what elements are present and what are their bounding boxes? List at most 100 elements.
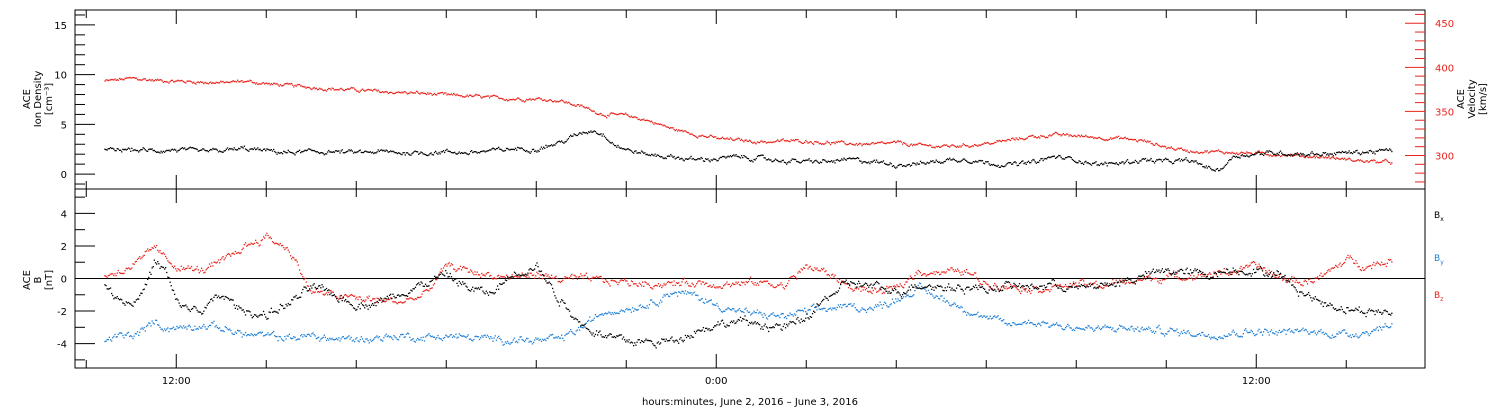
data-point [959,145,960,146]
data-point [181,148,182,149]
data-point [1020,162,1021,163]
data-point [328,289,329,290]
data-point [281,338,282,339]
data-point [618,282,619,283]
data-point [357,306,358,307]
y-tick-label: -2 [57,307,67,318]
data-point [310,285,311,286]
data-point [1313,153,1314,154]
data-point [213,297,214,298]
data-point [1027,291,1028,292]
data-point [428,154,429,155]
data-point [605,116,606,117]
data-point [226,297,227,298]
data-point [283,247,284,248]
data-point [1112,327,1113,328]
data-point [275,311,276,312]
data-point [845,304,846,305]
data-point [378,149,379,150]
data-point [641,307,642,308]
data-point [342,149,343,150]
data-point [957,269,958,270]
data-point [244,311,245,312]
data-point [145,149,146,150]
data-point [762,155,763,156]
data-point [582,278,583,279]
data-point [155,247,156,248]
data-point [307,290,308,291]
data-point [242,249,243,250]
data-point [746,157,747,158]
data-point [107,277,108,278]
data-point [883,160,884,161]
data-point [287,305,288,306]
data-point [417,91,418,92]
data-point [1269,270,1270,271]
data-point [163,252,164,253]
data-point [585,132,586,133]
data-point [262,82,263,83]
data-point [244,81,245,82]
data-point [915,164,916,165]
data-point [490,149,491,150]
data-point [405,154,406,155]
data-point [702,158,703,159]
data-point [1181,331,1182,332]
data-point [372,90,373,91]
data-point [1265,270,1266,271]
data-point [159,152,160,153]
data-point [1256,153,1257,154]
data-point [114,78,115,79]
data-point [984,163,985,164]
data-point [392,339,393,340]
data-point [1257,266,1258,267]
data-point [725,283,726,284]
data-point [542,278,543,279]
data-point [882,162,883,163]
data-point [918,164,919,165]
data-point [1385,323,1386,324]
data-point [263,311,264,312]
data-point [618,147,619,148]
data-point [570,329,571,330]
data-point [288,150,289,151]
data-point [949,269,950,270]
data-point [821,162,822,163]
data-point [624,311,625,312]
data-point [666,158,667,159]
data-point [1127,329,1128,330]
data-point [783,287,784,288]
data-point [230,81,231,82]
data-point [1297,329,1298,330]
data-point [730,286,731,287]
data-point [1352,153,1353,154]
data-point [1368,333,1369,334]
data-point [707,158,708,159]
data-point [1094,330,1095,331]
data-point [172,289,173,290]
data-point [431,152,432,153]
data-point [272,150,273,151]
data-point [1091,165,1092,166]
data-point [123,273,124,274]
data-point [303,334,304,335]
data-point [710,161,711,162]
data-point [1391,323,1392,324]
data-point [528,151,529,152]
data-point [704,303,705,304]
data-point [616,147,617,148]
data-point [926,163,927,164]
data-point [150,325,151,326]
data-point [125,305,126,306]
data-point [1331,338,1332,339]
data-point [580,105,581,106]
data-point [191,81,192,82]
data-point [143,329,144,330]
data-point [1057,156,1058,157]
data-point [1154,333,1155,334]
data-point [638,309,639,310]
data-point [442,340,443,341]
data-point [1301,284,1302,285]
data-point [1072,330,1073,331]
data-point [418,339,419,340]
